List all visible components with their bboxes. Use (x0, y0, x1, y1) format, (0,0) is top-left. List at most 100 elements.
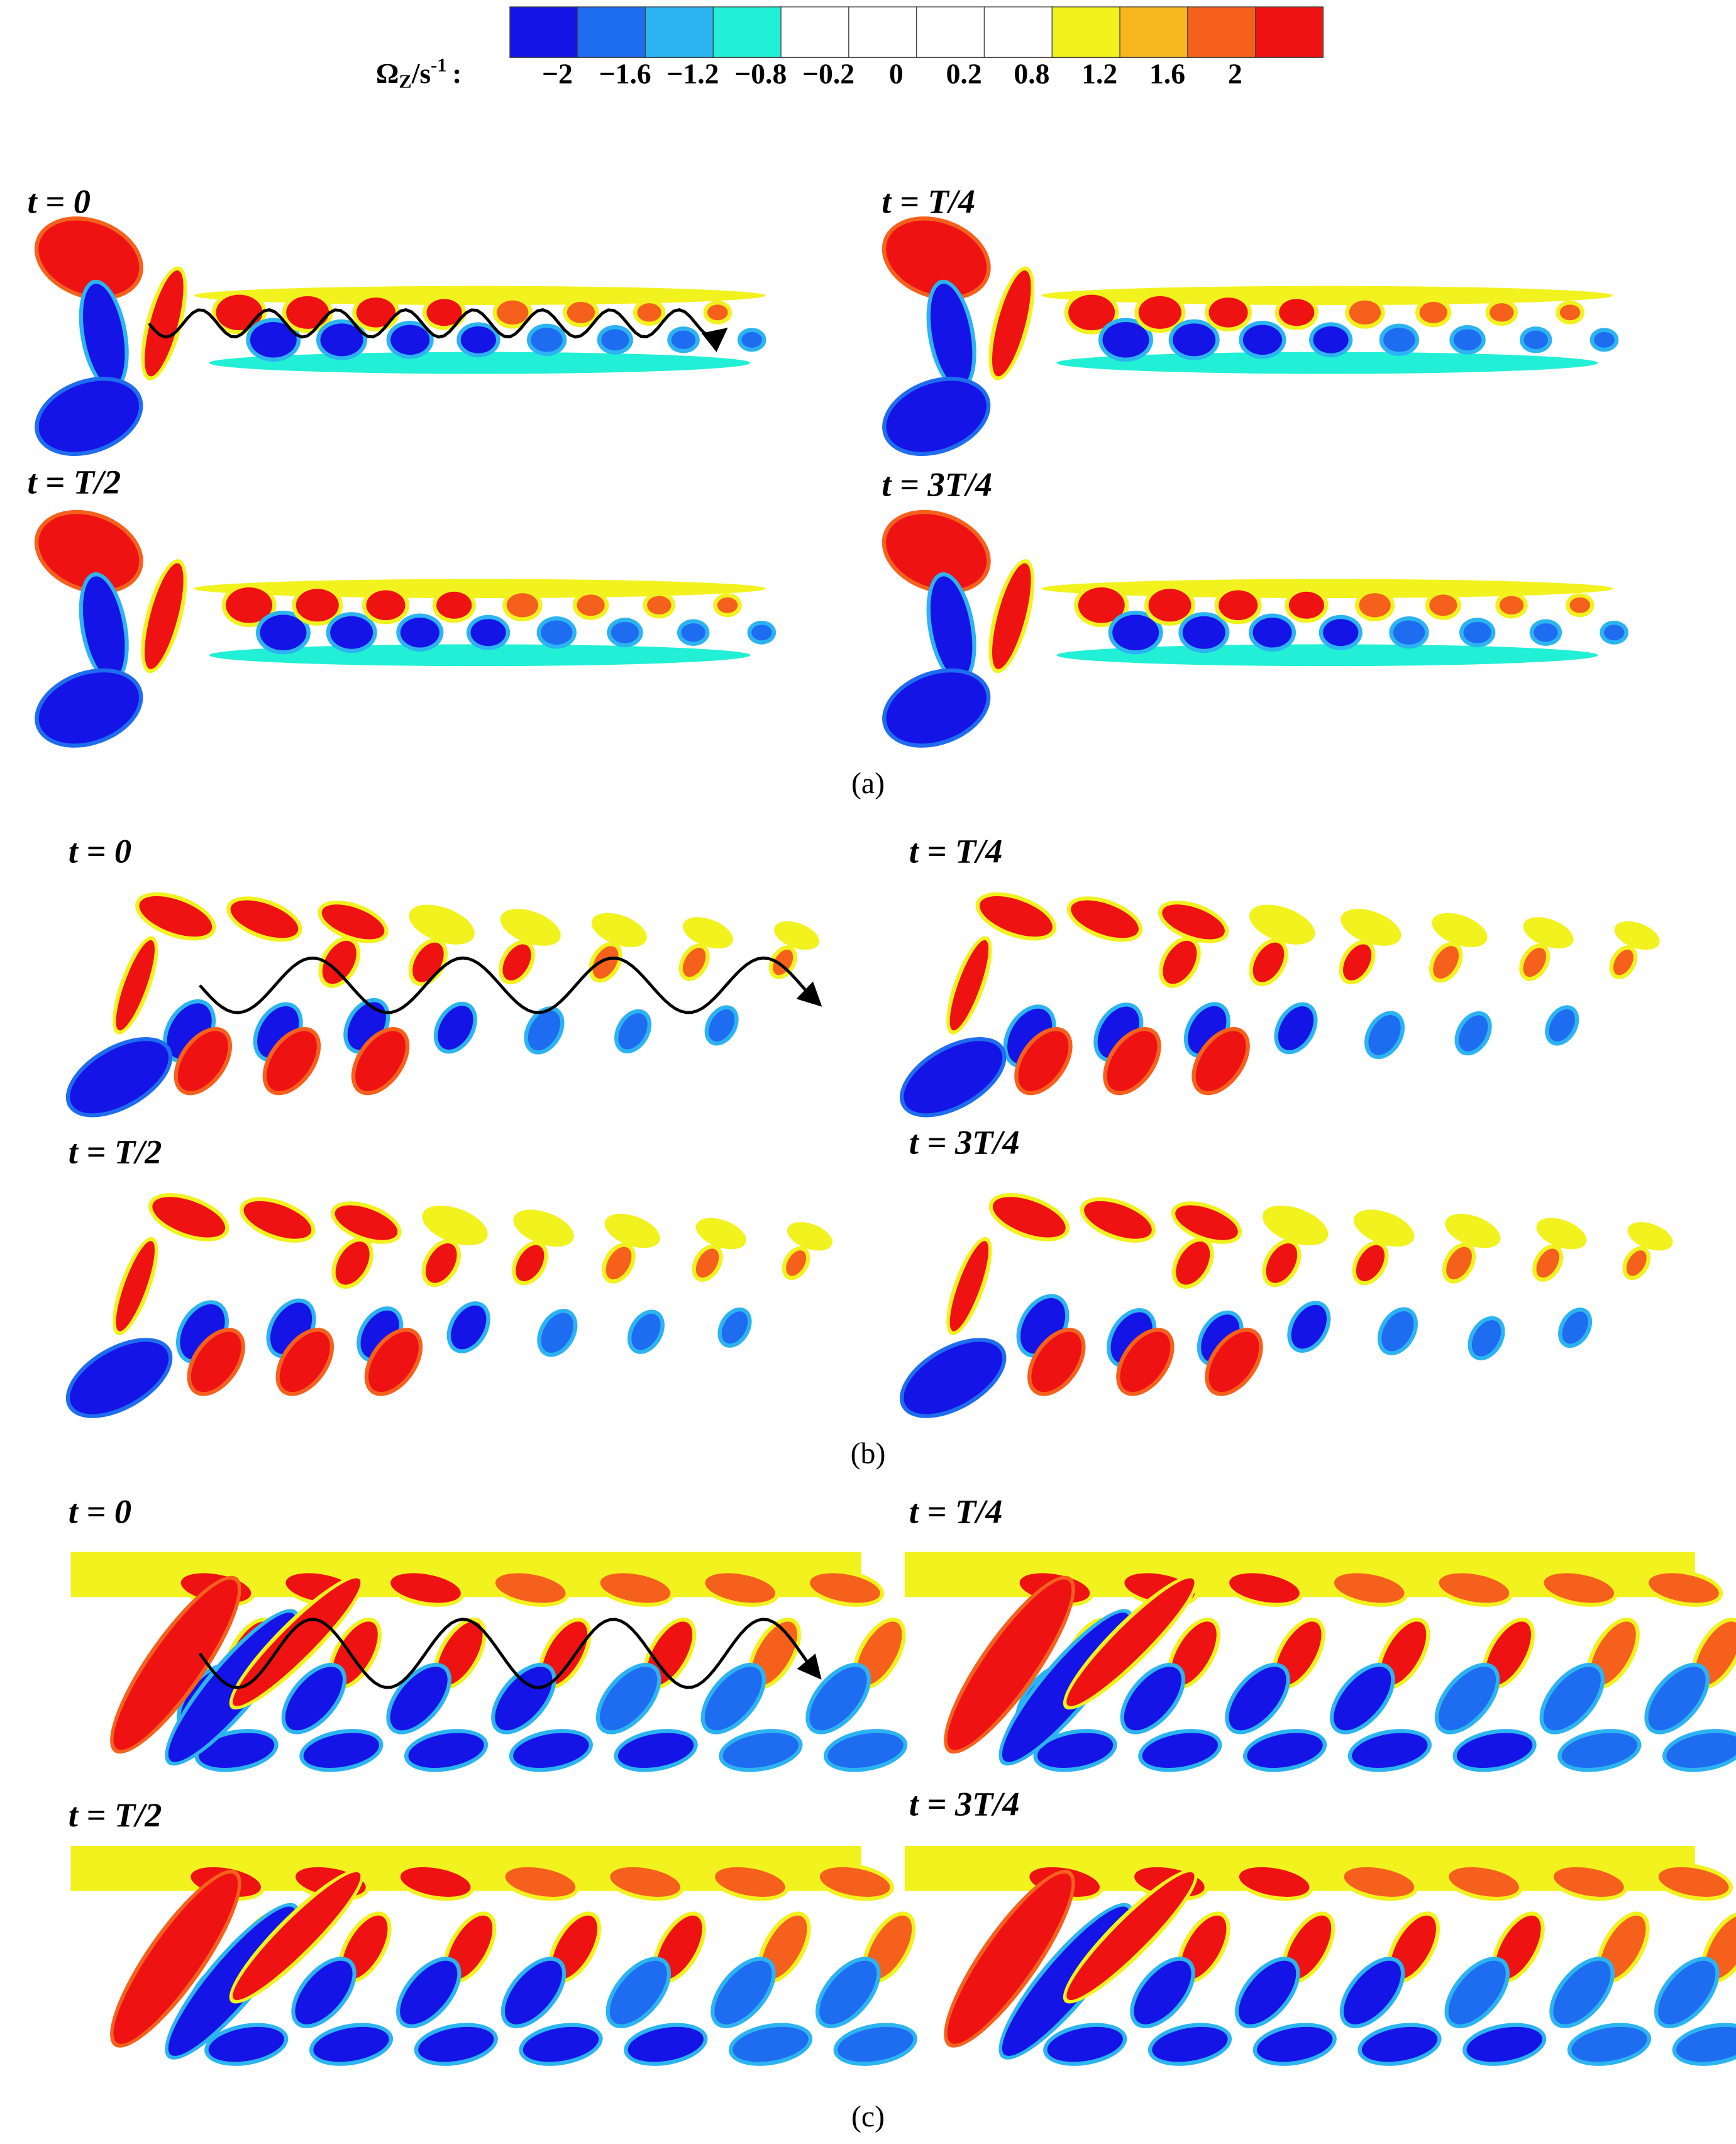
vortex-core (1266, 1209, 1324, 1241)
label-unit: /s (411, 57, 431, 89)
vortex-core (38, 672, 139, 744)
vortex-core (1559, 304, 1581, 321)
vortex-core (637, 303, 661, 322)
label-subscript: Z (399, 71, 411, 92)
vortex-core (1561, 1733, 1637, 1769)
vortex-core (400, 1867, 471, 1897)
vortex-core (717, 597, 738, 613)
vortex-core (70, 1041, 169, 1114)
vortex-core (1676, 2026, 1736, 2062)
vortex-core (38, 220, 140, 296)
colorbar-tick-label: −1.6 (599, 57, 651, 89)
vortex-core (1435, 916, 1484, 943)
colorbar-swatch (577, 6, 646, 58)
vortex-core (1361, 2026, 1438, 2062)
vortex-core (1456, 1733, 1533, 1769)
vortex-core (426, 299, 462, 326)
vortex-core (1018, 1031, 1069, 1092)
vortex-core (541, 1313, 573, 1353)
vorticity-field (70, 1552, 908, 1772)
vortex-core (1148, 589, 1191, 622)
vortex-core (1352, 1733, 1428, 1769)
vortex-core (1173, 323, 1216, 357)
vortex-core (390, 325, 430, 355)
vortex-core (531, 328, 563, 352)
vortex-core (904, 1041, 1003, 1114)
vortex-core (356, 297, 395, 328)
vortex-core (1626, 1250, 1647, 1276)
vortex-core (303, 1733, 379, 1769)
frame-label: t = T/4 (909, 1492, 1003, 1530)
vortex-core (1613, 949, 1634, 975)
vortex-core (408, 1733, 484, 1769)
vortex-core (541, 620, 573, 645)
vortex-core (321, 904, 385, 940)
vortex-core (1393, 620, 1425, 645)
vortex-core (631, 1313, 661, 1350)
vortex-core (1138, 296, 1181, 329)
vortex-core (1253, 908, 1311, 941)
colorbar-swatch (509, 6, 578, 58)
vortex-core (1534, 623, 1558, 642)
vortex-core (226, 587, 273, 623)
vortex-core (366, 590, 406, 621)
vortex-core (139, 896, 213, 937)
vortex-core (233, 1578, 361, 1706)
vortex-core (38, 514, 140, 590)
vortex-core (600, 1667, 658, 1731)
colorbar-tick-label: 1.6 (1149, 57, 1185, 89)
vortex-core (1037, 1733, 1114, 1769)
vortex-core (436, 591, 472, 619)
vortex-core (681, 623, 705, 642)
vortex-core (610, 1867, 680, 1897)
vortex-core (609, 1218, 656, 1245)
vortex-core (1499, 596, 1524, 614)
vortex-core (671, 330, 696, 350)
vortex-core (930, 284, 973, 387)
vortex-core (1618, 925, 1656, 946)
vortex-core (695, 1248, 719, 1278)
vortex-core (715, 1867, 785, 1897)
vortex-core (1182, 616, 1225, 649)
vortex-core (595, 916, 643, 943)
vortex-core (714, 1960, 772, 2025)
vortex-core (930, 576, 973, 679)
vortex-core (497, 300, 529, 325)
colorbar-tick-label: 0.8 (1014, 57, 1049, 89)
vortex-core (1031, 1331, 1082, 1392)
vortex-core (1344, 1867, 1415, 1897)
vortex-core (495, 1573, 566, 1603)
vortex-core (1356, 1245, 1385, 1282)
vortex-core (505, 1867, 576, 1897)
vorticity-field (904, 1845, 1736, 2066)
colorbar-tick-label: 0.2 (946, 57, 982, 89)
label-separator: : (452, 57, 462, 89)
vortex-core (208, 2026, 284, 2062)
colorbar-swatch (848, 6, 917, 58)
vortex-core (1239, 1867, 1310, 1897)
vortex-core (1554, 1867, 1624, 1897)
frame-label: t = T/2 (27, 463, 121, 501)
vortex-core (1107, 1031, 1158, 1092)
vortex-core (600, 1573, 671, 1603)
vortex-core (904, 1341, 1003, 1414)
vortex-core (1527, 921, 1570, 945)
frame-label: t = T/4 (882, 183, 975, 221)
vortex-core (412, 908, 471, 941)
vortex-core (1553, 1960, 1611, 2025)
vortex-core (1152, 2026, 1228, 2062)
flow-path-arrow (148, 308, 728, 352)
vortex-core (1134, 1960, 1191, 2025)
frame-label: t = 3T/4 (882, 466, 992, 504)
vortex-core (1429, 594, 1457, 616)
vortex-core (322, 940, 357, 984)
vortex-core (355, 1031, 406, 1092)
vortex-core (1163, 940, 1197, 984)
frame-label: t = 0 (69, 1492, 131, 1530)
vortex-core (216, 294, 263, 331)
vortex-core (1631, 1226, 1669, 1247)
colorbar-tick-label: −2 (542, 57, 573, 89)
vorticity-field (34, 216, 766, 457)
colorbar-tick-label: −1.2 (666, 57, 719, 89)
vortex-core (1357, 1213, 1410, 1243)
